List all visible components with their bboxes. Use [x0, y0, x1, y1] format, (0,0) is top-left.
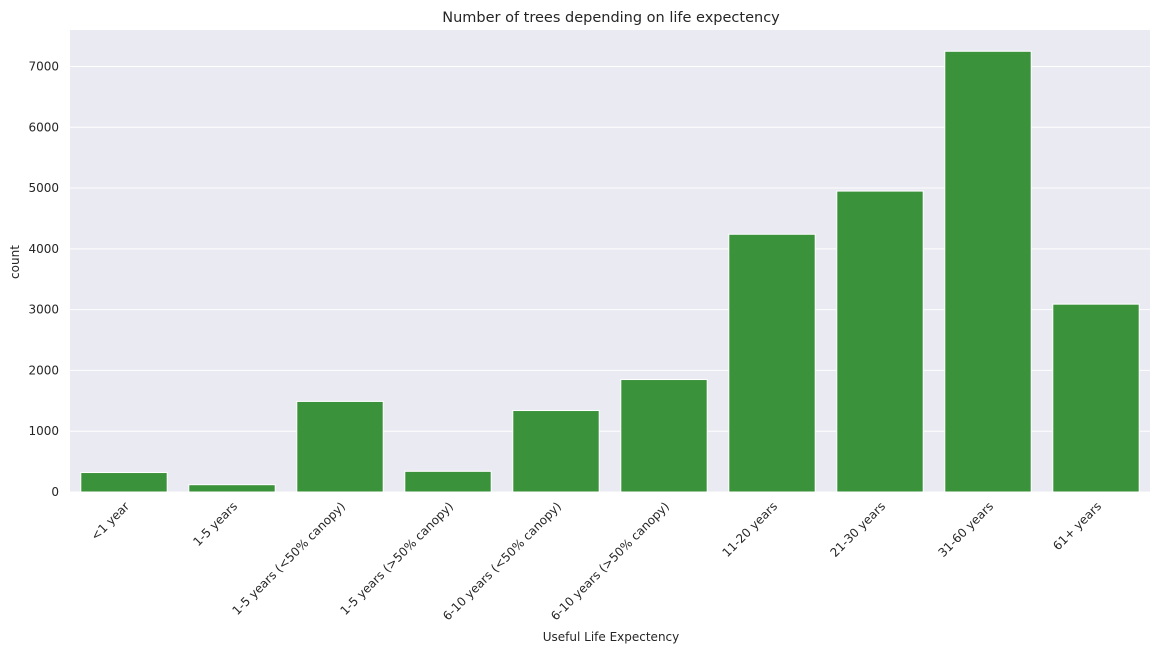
y-tick-labels: 0 1000 2000 3000 4000 5000 6000 7000 [28, 59, 59, 499]
bar [944, 50, 1032, 493]
x-tick-label: 31-60 years [936, 499, 997, 560]
x-tick-label: 6-10 years (>50% canopy) [548, 499, 672, 623]
y-tick-label: 5000 [28, 181, 59, 195]
bar [620, 379, 708, 493]
y-tick-label: 1000 [28, 424, 59, 438]
chart-title: Number of trees depending on life expect… [442, 10, 780, 26]
y-tick-label: 7000 [28, 59, 59, 73]
bars [80, 50, 1140, 493]
x-tick-label: 1-5 years (<50% canopy) [229, 499, 348, 618]
x-tick-label: 61+ years [1050, 499, 1104, 553]
x-axis-label: Useful Life Expectency [543, 630, 680, 644]
bar [188, 484, 276, 493]
y-tick-label: 4000 [28, 242, 59, 256]
bar [80, 472, 168, 493]
bar [1052, 303, 1140, 493]
bar [836, 190, 924, 493]
y-tick-label: 0 [51, 485, 59, 499]
y-tick-label: 6000 [28, 120, 59, 134]
x-tick-label: 1-5 years [190, 499, 240, 549]
x-tick-label: 21-30 years [828, 499, 889, 560]
x-tick-label: 1-5 years (>50% canopy) [337, 499, 456, 618]
bar [512, 410, 600, 493]
x-tick-label: <1 year [88, 499, 132, 543]
bar [404, 470, 492, 493]
y-axis-label: count [8, 245, 22, 279]
x-tick-label: 11-20 years [720, 499, 781, 560]
y-tick-label: 3000 [28, 303, 59, 317]
bar [728, 233, 816, 493]
bar [296, 400, 384, 493]
y-tick-label: 2000 [28, 363, 59, 377]
x-tick-label: 6-10 years (<50% canopy) [440, 499, 564, 623]
